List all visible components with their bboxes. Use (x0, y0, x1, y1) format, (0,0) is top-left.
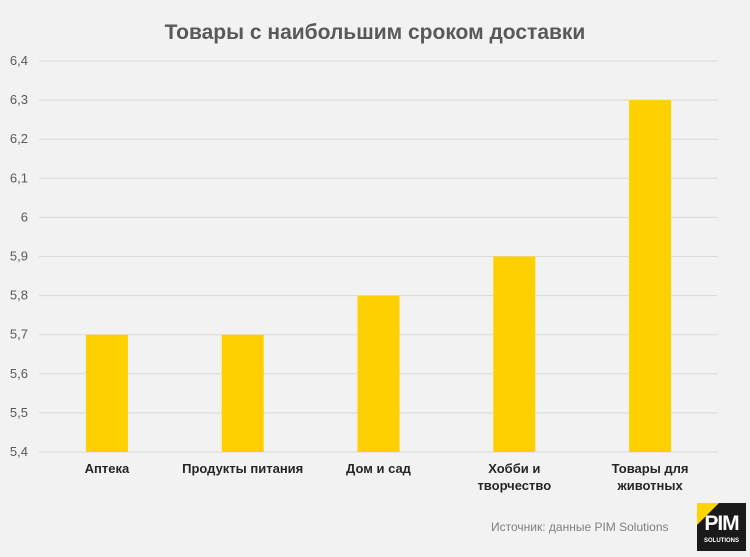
category-label: творчество (477, 478, 551, 493)
category-label: Дом и сад (346, 461, 412, 476)
y-tick-label: 5,4 (10, 444, 28, 459)
category-label: Товары для (612, 461, 689, 476)
category-label: Продукты питания (182, 461, 303, 476)
bar (221, 334, 264, 452)
y-axis-ticks: 5,4 5,5 5,6 5,7 5,8 5,9 6 6,1 6,2 6,3 6,4 (10, 53, 28, 459)
y-tick-label: 5,6 (10, 366, 28, 381)
category-label: Аптека (85, 461, 130, 476)
chart-title: Товары с наибольшим сроком доставки (164, 21, 586, 44)
bar (357, 295, 400, 452)
pim-logo: PIM SOLUTIONS (697, 503, 746, 551)
bars (85, 100, 672, 452)
category-label: животных (616, 478, 683, 493)
category-labels: Аптека Продукты питания Дом и сад Хобби и тв… (85, 461, 689, 493)
source-note: Источник: данные PIM Solutions (491, 520, 669, 534)
y-tick-label: 5,8 (10, 288, 28, 303)
y-tick-label: 5,5 (10, 405, 28, 420)
y-tick-label: 5,9 (10, 249, 28, 264)
bar (85, 334, 128, 452)
y-tick-label: 6,3 (10, 92, 28, 107)
logo-triangle (697, 503, 719, 525)
y-tick-label: 5,7 (10, 327, 28, 342)
category-label: Хобби и (488, 461, 540, 476)
logo-text: PIM (704, 512, 739, 535)
y-tick-label: 6 (21, 209, 28, 224)
y-tick-label: 6,4 (10, 53, 28, 68)
bar (629, 100, 672, 452)
logo-subtext: SOLUTIONS (703, 538, 739, 544)
y-tick-label: 6,2 (10, 131, 28, 146)
bar (493, 256, 536, 452)
y-tick-label: 6,1 (10, 170, 28, 185)
